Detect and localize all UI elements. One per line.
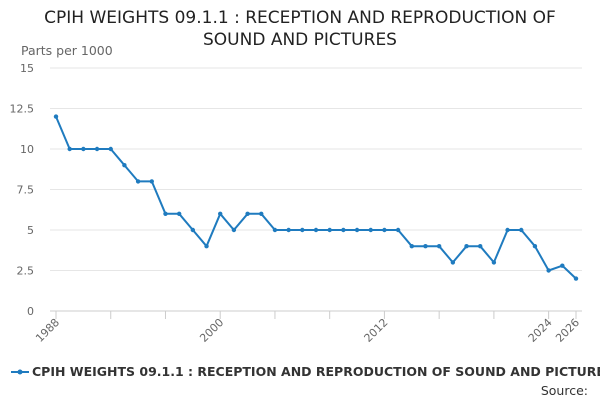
data-point: [519, 227, 524, 233]
data-point: [259, 211, 264, 216]
data-point: [368, 227, 373, 233]
data-point: [218, 211, 223, 216]
y-tick-label: 5: [27, 224, 34, 237]
data-point: [67, 146, 72, 152]
data-point: [532, 244, 538, 249]
data-point: [505, 227, 510, 233]
data-point: [300, 227, 305, 233]
data-point: [122, 163, 127, 168]
y-tick-label: 10: [20, 143, 34, 156]
data-point: [382, 227, 387, 233]
data-point: [478, 244, 483, 249]
y-tick-label: 2.5: [17, 265, 35, 278]
data-series: [53, 114, 579, 281]
legend[interactable]: CPIH WEIGHTS 09.1.1 : RECEPTION AND REPR…: [11, 364, 600, 379]
y-tick-label: 0: [27, 305, 34, 318]
y-tick-label: 7.5: [17, 184, 35, 197]
y-axis-unit-label: Parts per 1000: [21, 43, 113, 58]
data-point: [450, 260, 456, 265]
data-point: [81, 146, 86, 152]
y-tick-label: 12.5: [10, 103, 35, 116]
data-point: [341, 227, 346, 233]
x-tick-label: 2026: [553, 316, 582, 345]
x-tick-label: 1988: [33, 316, 62, 345]
data-point: [108, 146, 113, 152]
data-point: [573, 276, 579, 281]
x-tick-label: 2000: [197, 316, 226, 345]
grid-lines: [50, 67, 582, 271]
x-tick-label: 2012: [362, 316, 391, 345]
data-point: [190, 227, 196, 233]
data-point: [327, 227, 332, 233]
data-point: [436, 244, 442, 249]
series-line: [55, 115, 577, 280]
data-point: [94, 146, 100, 152]
data-point: [354, 227, 360, 233]
legend-swatch-icon: [11, 369, 29, 374]
data-point: [53, 114, 59, 119]
chart-title: CPIH WEIGHTS 09.1.1 : RECEPTION AND REPR…: [44, 8, 556, 50]
x-tick-label: 2024: [526, 316, 555, 345]
data-point: [395, 227, 401, 233]
data-point: [546, 268, 551, 273]
data-point: [272, 227, 278, 233]
source-label: Source:: [540, 383, 588, 398]
data-point: [176, 211, 182, 216]
data-point: [204, 244, 209, 249]
data-point: [163, 211, 168, 216]
data-point: [464, 244, 469, 249]
data-point: [245, 211, 250, 216]
data-point: [313, 227, 319, 233]
data-point: [135, 179, 141, 184]
data-point: [149, 179, 154, 184]
data-point: [286, 227, 291, 233]
data-point: [423, 244, 428, 249]
data-point: [231, 227, 237, 233]
data-point: [560, 263, 565, 268]
data-point: [409, 244, 414, 249]
data-point: [491, 260, 497, 265]
y-tick-label: 15: [20, 62, 34, 75]
legend-label: CPIH WEIGHTS 09.1.1 : RECEPTION AND REPR…: [32, 364, 600, 379]
